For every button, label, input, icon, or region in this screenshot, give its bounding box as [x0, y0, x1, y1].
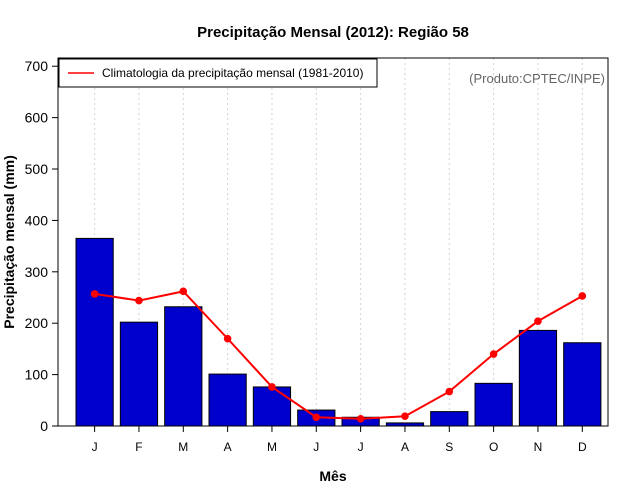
y-tick-label: 400	[25, 212, 49, 228]
y-tick-label: 200	[25, 315, 49, 331]
x-tick-label: N	[534, 440, 543, 454]
x-tick-label: D	[578, 440, 587, 454]
x-tick-label: M	[178, 440, 188, 454]
y-axis-label: Precipitação mensal (mm)	[1, 155, 17, 329]
climatology-polyline	[94, 290, 583, 420]
bar-D	[563, 342, 602, 427]
bar-J	[75, 237, 114, 427]
climatology-point	[356, 415, 365, 423]
bar-N	[518, 329, 558, 427]
bar-F	[119, 321, 159, 427]
climatology-point	[445, 387, 454, 396]
climatology-point	[135, 296, 143, 305]
climatology-point	[578, 292, 587, 300]
legend-entry: Climatologia da precipitação mensal (198…	[102, 66, 363, 80]
x-tick-label: F	[135, 440, 142, 454]
x-axis-label: Mês	[319, 468, 346, 484]
chart-title: Precipitação Mensal (2012): Região 58	[197, 24, 469, 41]
y-axis: 0 100 200 300 400 500 600 700	[25, 58, 58, 434]
x-tick-label: A	[224, 440, 232, 454]
y-tick-label: 100	[25, 367, 49, 383]
legend-box	[58, 58, 378, 88]
bars	[75, 237, 602, 427]
x-tick-label: O	[489, 440, 498, 454]
x-tick-label: J	[92, 440, 98, 454]
climatology-line	[90, 287, 587, 423]
legend: Climatologia da precipitação mensal (198…	[58, 58, 378, 88]
y-tick-label: 600	[25, 110, 49, 126]
bar-O	[474, 382, 513, 427]
x-tick-label: A	[401, 440, 409, 454]
bar-S	[430, 411, 469, 427]
source-annotation: (Produto:CPTEC/INPE)	[469, 71, 605, 86]
bar-M	[164, 306, 203, 427]
climatology-point	[534, 317, 542, 325]
y-tick-label: 300	[25, 264, 49, 280]
x-tick-label: J	[358, 440, 364, 454]
climatology-point	[489, 350, 498, 358]
x-tick-label: M	[267, 440, 277, 454]
climatology-point	[90, 290, 99, 298]
climatology-point	[179, 287, 188, 296]
y-tick-label: 500	[25, 161, 49, 177]
plot-frame	[57, 57, 609, 427]
climatology-point	[312, 413, 321, 422]
x-tick-label: J	[313, 440, 319, 454]
climatology-point	[401, 412, 409, 421]
bar-M	[252, 386, 292, 427]
climatology-point	[268, 383, 276, 391]
bar-A	[208, 373, 247, 427]
x-tick-label: S	[445, 440, 453, 454]
y-tick-label: 700	[25, 58, 49, 74]
climatology-point	[223, 334, 232, 343]
y-tick-label: 0	[40, 418, 48, 434]
